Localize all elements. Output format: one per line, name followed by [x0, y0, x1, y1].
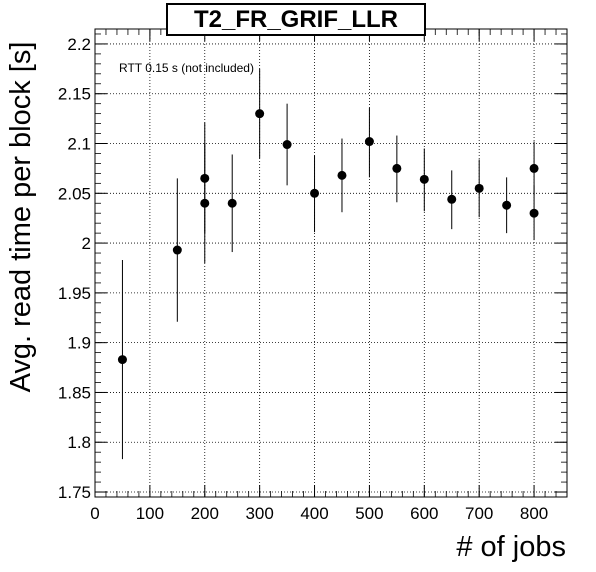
chart-title-box: T2_FR_GRIF_LLR — [166, 3, 426, 36]
x-tick-label: 700 — [465, 504, 493, 523]
y-axis-label: Avg. read time per block [s] — [5, 42, 37, 393]
y-tick-label: 2 — [82, 234, 91, 253]
axes: 1.75 1.8 1.85 1.9 1.95 2 2.05 2.1 2.15 2.2 0 100 200… — [58, 28, 568, 523]
x-tick-label: 100 — [136, 504, 164, 523]
x-tick-label: 500 — [355, 504, 383, 523]
data-point — [392, 163, 402, 173]
x-axis-label: # of jobs — [456, 531, 566, 563]
data-point — [337, 170, 347, 180]
y-tick-label: 1.85 — [58, 383, 91, 402]
x-tick-label: 800 — [520, 504, 548, 523]
data-point — [447, 194, 457, 204]
x-tick-label: 400 — [300, 504, 328, 523]
data-point — [172, 245, 182, 255]
y-tick-label: 1.75 — [58, 483, 91, 502]
y-tick-label: 2.2 — [67, 35, 91, 54]
data-points — [117, 68, 539, 460]
y-tick-label: 1.9 — [67, 334, 91, 353]
data-point — [529, 208, 539, 218]
y-tick-label: 2.1 — [67, 135, 91, 154]
data-point — [364, 137, 374, 147]
data-point — [255, 109, 265, 119]
rtt-annotation: RTT 0.15 s (not included) — [119, 61, 254, 75]
data-point — [200, 173, 210, 183]
y-tick-label: 2.15 — [58, 85, 91, 104]
plot-frame — [94, 28, 568, 498]
data-point — [282, 140, 292, 150]
data-point — [310, 188, 320, 198]
grid-lines — [94, 29, 567, 497]
x-tick-label: 0 — [90, 504, 99, 523]
data-point — [419, 174, 429, 184]
chart-title: T2_FR_GRIF_LLR — [193, 5, 399, 33]
x-tick-label: 300 — [245, 504, 273, 523]
x-tick-label: 600 — [410, 504, 438, 523]
data-point — [502, 200, 512, 210]
data-point — [117, 355, 127, 365]
data-point — [474, 183, 484, 193]
data-point — [227, 198, 237, 208]
x-tick-label: 200 — [191, 504, 219, 523]
y-tick-label: 1.95 — [58, 284, 91, 303]
data-point — [529, 163, 539, 173]
y-tick-label: 2.05 — [58, 184, 91, 203]
y-tick-label: 1.8 — [67, 433, 91, 452]
